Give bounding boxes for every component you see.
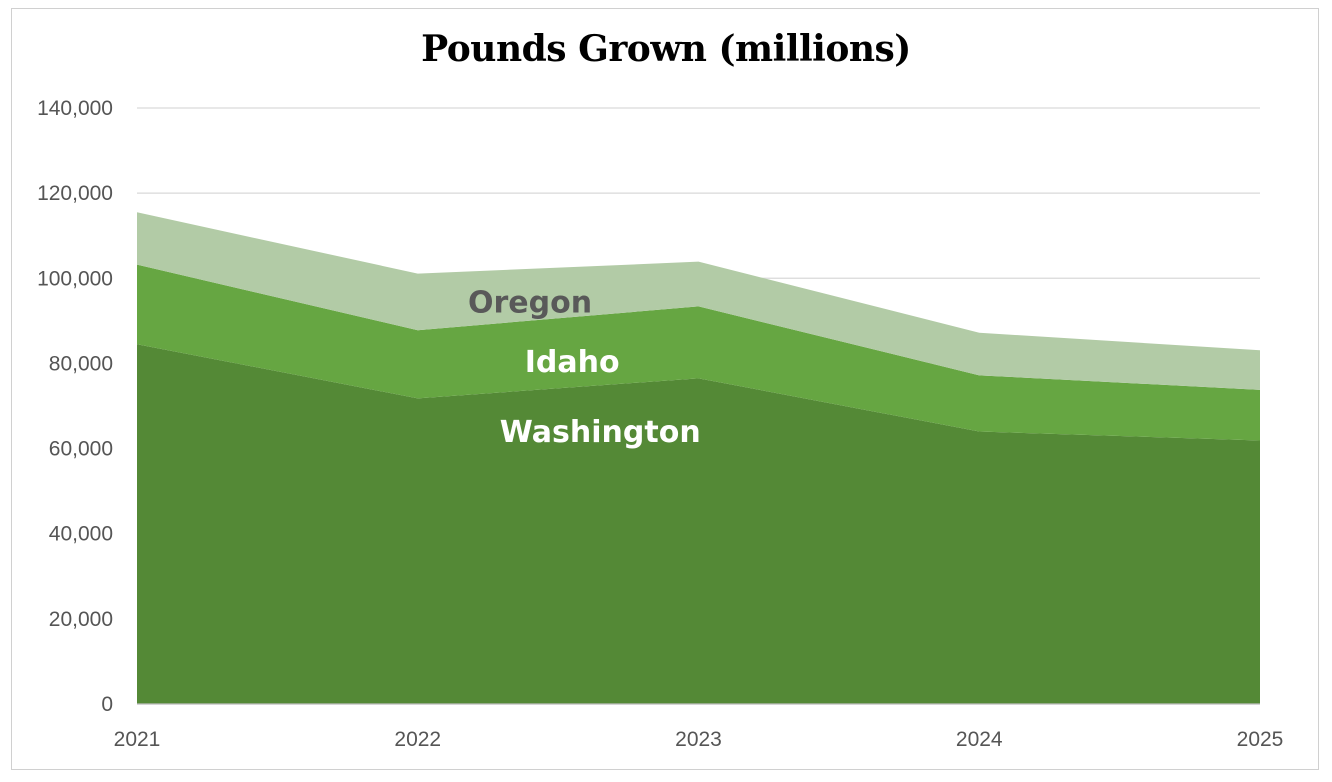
x-tick-label: 2025 [1237, 728, 1284, 751]
y-tick-label: 20,000 [49, 608, 113, 631]
y-tick-label: 0 [101, 693, 113, 716]
area-oregon [137, 212, 1260, 390]
y-tick-label: 140,000 [37, 97, 113, 120]
area-washington [137, 344, 1260, 704]
y-tick-label: 40,000 [49, 523, 113, 546]
chart-title: Pounds Grown (millions) [421, 28, 911, 70]
series-label-oregon: Oregon [468, 285, 592, 320]
x-tick-label: 2022 [394, 728, 441, 751]
x-tick-label: 2021 [114, 728, 161, 751]
series-label-idaho: Idaho [525, 345, 620, 380]
x-tick-label: 2023 [675, 728, 722, 751]
area-series [137, 212, 1260, 704]
y-axis: 0 20,000 40,000 60,000 80,000 100,000 120,000 1… [37, 97, 113, 716]
x-axis: 2021 2022 2023 2024 2025 [114, 703, 1284, 751]
y-tick-label: 60,000 [49, 438, 113, 461]
y-tick-label: 80,000 [49, 352, 113, 375]
series-label-washington: Washington [500, 415, 701, 450]
y-tick-label: 120,000 [37, 182, 113, 205]
series-labels: Washington Idaho Oregon [468, 285, 701, 450]
x-tick-label: 2024 [956, 728, 1003, 751]
y-tick-label: 100,000 [37, 267, 113, 290]
area-idaho [137, 264, 1260, 441]
